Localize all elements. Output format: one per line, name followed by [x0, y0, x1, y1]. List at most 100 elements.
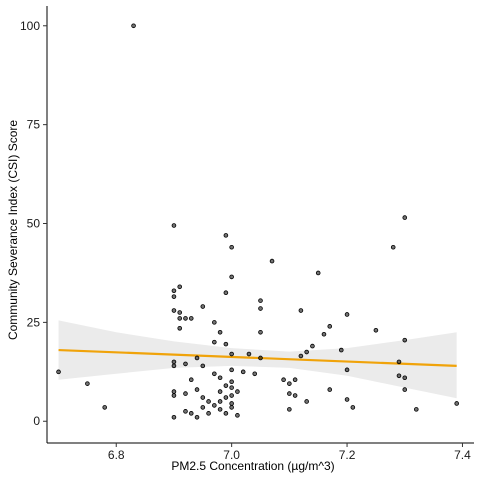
data-point-37	[217, 329, 223, 335]
data-point-77	[310, 343, 315, 349]
data-point-80	[327, 324, 333, 329]
data-point-60	[246, 351, 252, 357]
data-point-65	[258, 298, 263, 303]
y-axis-title: Community Severance Index (CSI) Score	[6, 120, 20, 340]
data-point-22	[183, 391, 188, 396]
data-point-14	[200, 304, 206, 309]
data-point-49	[229, 393, 234, 398]
data-point-74	[298, 353, 304, 359]
data-point-43	[223, 395, 229, 400]
data-point-87	[373, 327, 379, 333]
x-tick-label-0: 6.8	[108, 448, 125, 462]
data-point-12	[183, 316, 188, 321]
data-point-6	[171, 294, 177, 299]
data-point-55	[223, 233, 229, 238]
data-point-50	[229, 401, 234, 406]
data-point-18	[194, 355, 200, 361]
data-point-2	[102, 405, 108, 410]
data-point-71	[292, 377, 298, 383]
data-point-21	[171, 393, 177, 398]
data-point-94	[402, 387, 408, 392]
data-point-79	[321, 331, 327, 337]
data-point-0	[56, 369, 61, 375]
confidence-band	[58, 320, 457, 399]
data-point-3	[131, 23, 136, 29]
data-point-51	[229, 405, 234, 410]
data-point-44	[217, 399, 223, 404]
x-tick-label-2: 7.2	[339, 448, 356, 462]
data-point-69	[287, 391, 292, 396]
ticks-layer: 6.8 7.0 7.2 7.4 0 25 50 75 100	[20, 19, 471, 462]
data-point-29	[200, 405, 206, 410]
data-point-84	[344, 312, 350, 317]
y-tick-label-2: 50	[27, 217, 41, 231]
data-point-68	[287, 381, 292, 386]
data-point-66	[269, 258, 275, 264]
data-point-85	[344, 397, 350, 402]
data-point-20	[171, 389, 177, 394]
data-point-89	[396, 359, 402, 365]
data-point-41	[223, 383, 229, 388]
data-point-70	[292, 393, 298, 398]
data-point-31	[194, 414, 200, 420]
data-point-30	[188, 411, 194, 416]
data-point-63	[258, 329, 263, 335]
data-point-25	[200, 395, 206, 400]
data-point-27	[212, 403, 217, 408]
data-point-81	[327, 387, 333, 392]
data-point-19	[200, 363, 206, 369]
data-point-53	[223, 411, 229, 416]
trend-line-layer	[58, 348, 457, 367]
y-tick-label-0: 0	[33, 414, 40, 428]
data-point-11	[177, 326, 183, 331]
data-point-13	[188, 316, 194, 321]
data-points-layer	[56, 23, 459, 420]
data-point-17	[183, 361, 188, 367]
data-point-62	[258, 355, 263, 361]
data-point-39	[217, 375, 223, 381]
data-point-4	[171, 223, 177, 228]
confidence-band-layer	[58, 320, 457, 399]
data-point-48	[229, 385, 234, 390]
data-point-23	[188, 377, 194, 383]
data-point-46	[229, 367, 234, 373]
data-point-88	[390, 244, 396, 250]
data-point-47	[229, 379, 234, 385]
x-tick-label-3: 7.4	[454, 448, 471, 462]
data-point-42	[217, 389, 223, 394]
data-point-5	[171, 288, 177, 294]
data-point-26	[206, 399, 211, 404]
data-point-34	[206, 411, 211, 416]
data-point-33	[183, 409, 188, 414]
data-point-92	[402, 337, 408, 343]
y-tick-label-3: 75	[27, 118, 41, 132]
data-point-56	[229, 244, 234, 250]
data-point-78	[315, 270, 321, 276]
data-point-32	[171, 414, 177, 420]
data-point-1	[85, 381, 90, 386]
data-point-86	[350, 405, 356, 410]
data-point-7	[177, 284, 183, 290]
data-point-75	[298, 308, 304, 313]
data-point-61	[252, 371, 258, 377]
data-point-91	[402, 215, 408, 220]
trend-line	[58, 348, 457, 367]
data-point-64	[258, 306, 263, 311]
data-point-24	[194, 387, 200, 392]
data-point-76	[304, 349, 309, 355]
data-point-10	[177, 316, 183, 321]
data-point-38	[223, 341, 229, 347]
data-point-96	[454, 401, 459, 406]
axes-layer	[46, 6, 474, 444]
data-point-95	[413, 407, 419, 412]
data-point-28	[217, 407, 223, 412]
data-point-67	[281, 377, 286, 383]
data-point-16	[171, 363, 177, 369]
data-point-90	[396, 373, 402, 379]
data-point-59	[240, 369, 246, 375]
data-point-83	[344, 367, 350, 373]
data-point-45	[229, 351, 234, 357]
data-point-82	[338, 347, 344, 353]
data-point-54	[235, 389, 240, 394]
